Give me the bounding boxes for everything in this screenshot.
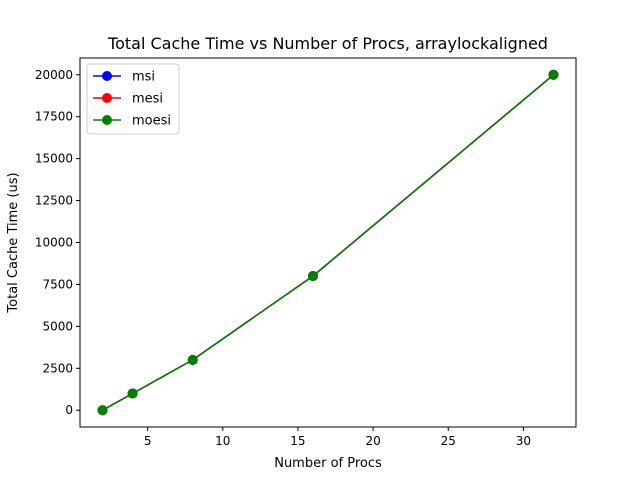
legend-marker-swatch: [102, 93, 112, 103]
y-tick-label: 17500: [35, 110, 73, 124]
legend-label: mesi: [132, 92, 163, 107]
y-axis-title: Total Cache Time (us): [6, 172, 21, 313]
legend-label: msi: [132, 70, 155, 85]
legend-item-moesi: moesi: [93, 114, 171, 129]
data-point-moesi: [548, 69, 559, 80]
data-point-moesi: [307, 271, 318, 282]
series-moesi: [97, 69, 559, 416]
x-tick-label: 25: [441, 434, 456, 448]
legend-label: moesi: [132, 114, 171, 129]
y-tick-label: 20000: [35, 68, 73, 82]
y-tick-label: 0: [65, 403, 73, 417]
x-tick-label: 30: [516, 434, 531, 448]
y-tick-label: 15000: [35, 152, 73, 166]
legend: msi mesi moesi: [86, 63, 180, 135]
y-axis-ticks: 0 2500 5000 7500 10000 12500 15000 17500 20000: [35, 68, 80, 417]
data-point-moesi: [127, 388, 138, 399]
legend-item-mesi: mesi: [93, 92, 163, 107]
y-tick-label: 5000: [42, 319, 73, 333]
x-tick-label: 10: [215, 434, 230, 448]
y-tick-label: 12500: [35, 194, 73, 208]
legend-item-msi: msi: [93, 70, 155, 85]
data-point-moesi: [97, 405, 108, 416]
x-tick-label: 5: [144, 434, 152, 448]
x-axis-ticks: 5 10 15 20 25 30: [144, 427, 531, 448]
data-point-moesi: [187, 354, 198, 365]
chart-title: Total Cache Time vs Number of Procs, arr…: [107, 34, 548, 53]
y-tick-label: 2500: [42, 361, 73, 375]
legend-marker-swatch: [102, 71, 112, 81]
series-layer: [97, 69, 559, 416]
legend-marker-swatch: [102, 115, 112, 125]
x-axis-title: Number of Procs: [274, 456, 382, 471]
y-tick-label: 7500: [42, 277, 73, 291]
x-tick-label: 20: [365, 434, 380, 448]
x-tick-label: 15: [290, 434, 305, 448]
y-tick-label: 10000: [35, 236, 73, 250]
